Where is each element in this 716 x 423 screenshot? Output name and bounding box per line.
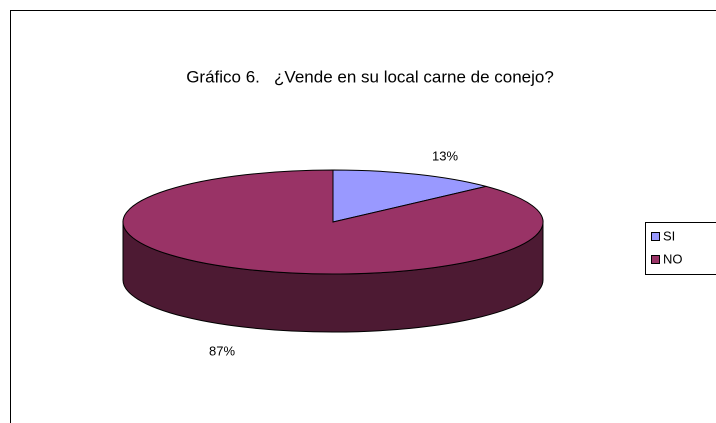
pie-slice (332, 169, 487, 223)
legend-box (645, 222, 716, 275)
legend-swatch (651, 232, 660, 241)
legend-swatch (651, 255, 660, 264)
chart-title: Gráfico 6. ¿Vende en su local carne de c… (186, 67, 554, 86)
legend-label: NO (663, 251, 683, 266)
data-label: 13% (432, 148, 458, 163)
legend-label: SI (663, 228, 675, 243)
pie-slice (122, 169, 544, 275)
data-label: 87% (209, 343, 235, 358)
